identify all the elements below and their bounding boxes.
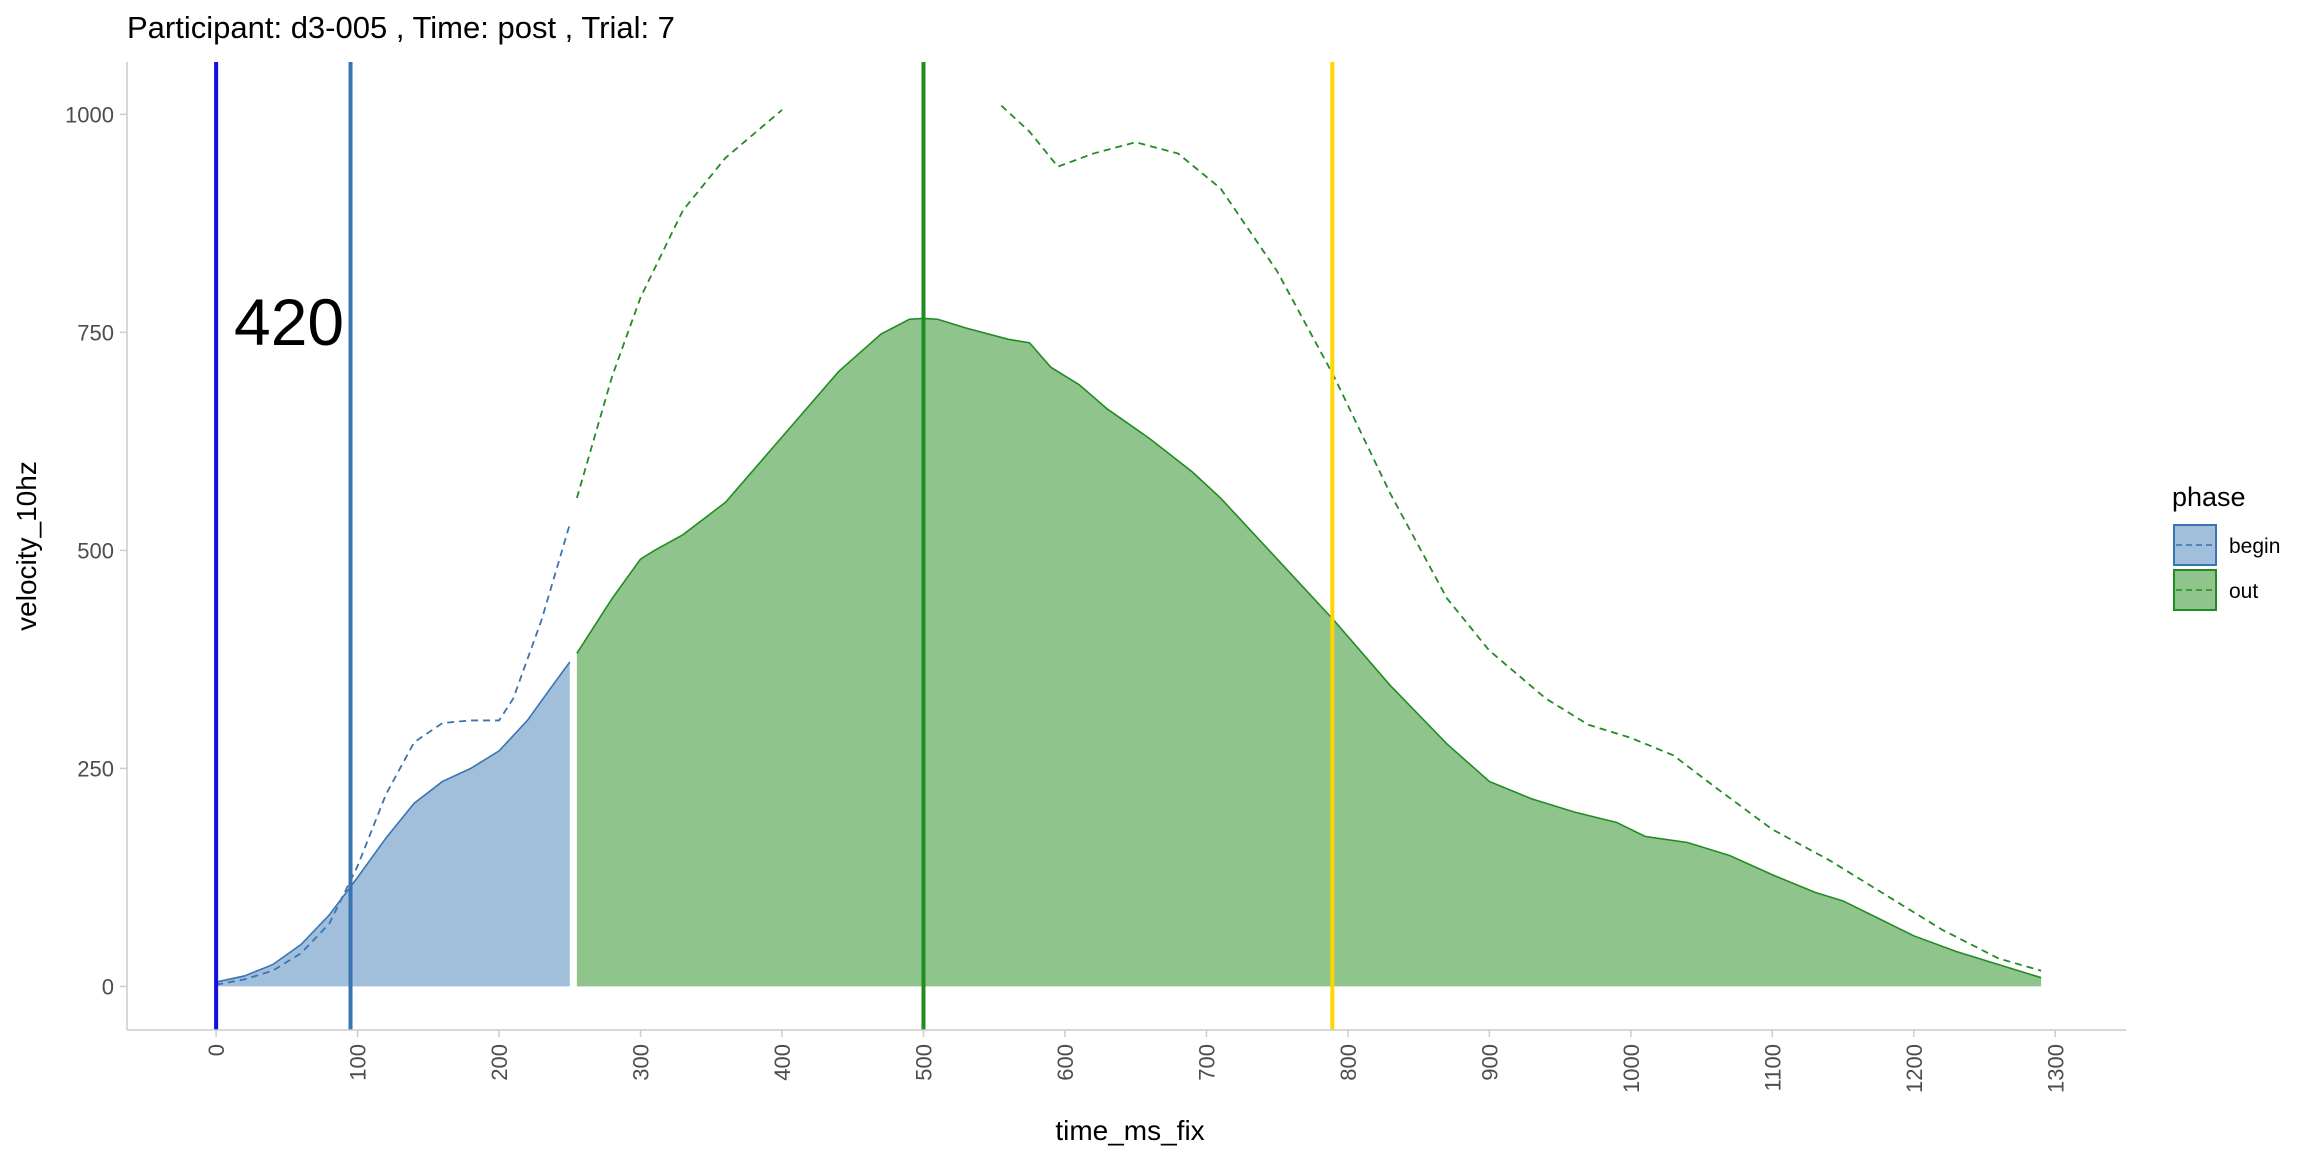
dashed-line-begin-0 (215, 523, 571, 986)
area-out (576, 318, 2042, 987)
plot-area (214, 62, 2042, 1030)
x-tick-label: 1200 (1902, 1044, 1927, 1093)
y-tick-label: 500 (77, 538, 114, 563)
x-tick-label: 1000 (1619, 1044, 1644, 1093)
x-tick-label: 800 (1336, 1044, 1361, 1081)
x-tick-label: 500 (911, 1044, 936, 1081)
x-tick-label: 900 (1477, 1044, 1502, 1081)
y-axis-title: velocity_10hz (11, 461, 42, 631)
legend-label-out: out (2229, 580, 2258, 603)
area-outline-out (576, 317, 2042, 979)
y-tick-label: 250 (77, 756, 114, 781)
x-tick-label: 400 (770, 1044, 795, 1081)
x-tick-label: 100 (346, 1044, 371, 1081)
y-tick-label: 750 (77, 320, 114, 345)
legend-label-begin: begin (2229, 535, 2280, 558)
dashed-line-out-2 (1000, 104, 2042, 972)
x-tick-label: 1100 (1760, 1044, 1785, 1091)
x-tick-label: 700 (1194, 1044, 1219, 1081)
x-tick-label: 300 (629, 1044, 654, 1081)
legend-item-out: out (2173, 569, 2258, 611)
x-tick-label: 600 (1053, 1044, 1078, 1081)
legend: phase begin out (2172, 482, 2280, 611)
area-outline-begin (215, 661, 571, 983)
dashed-line-out-1 (576, 109, 783, 499)
legend-item-begin: begin (2173, 524, 2280, 566)
legend-title: phase (2172, 482, 2246, 512)
chart-title: Participant: d3-005 , Time: post , Trial… (127, 10, 675, 45)
x-tick-label: 0 (204, 1044, 229, 1056)
x-tick-label: 1300 (2043, 1044, 2068, 1093)
axes: 0 250 500 750 1000 0 100 200 300 400 500 600 700 800 9… (65, 62, 2126, 1093)
y-tick-label: 0 (102, 974, 114, 999)
y-tick-label: 1000 (65, 102, 114, 127)
x-axis-title: time_ms_fix (1055, 1115, 1204, 1146)
annotation-label: 420 (234, 285, 344, 359)
area-begin (216, 661, 570, 987)
x-tick-label: 200 (487, 1044, 512, 1081)
